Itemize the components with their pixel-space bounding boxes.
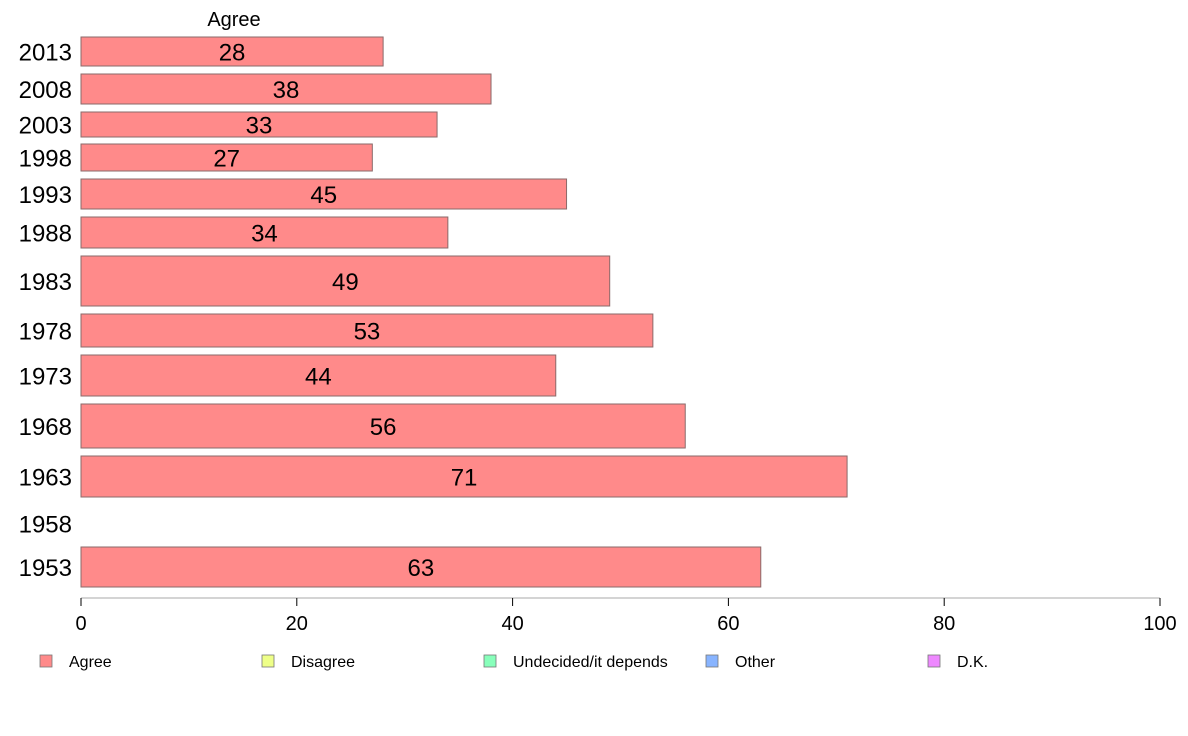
category-label-1978: 1978 [19, 319, 72, 346]
legend-swatch-4 [927, 654, 941, 668]
category-label-2008: 2008 [19, 77, 72, 104]
bar-agree-1973 [80, 354, 557, 397]
category-label-2003: 2003 [19, 113, 72, 140]
category-label-1963: 1963 [19, 465, 72, 492]
legend-swatch-2 [483, 654, 497, 668]
value-label-1983: 49 [332, 269, 359, 296]
x-tick-label-20: 20 [286, 613, 308, 635]
bar-agree-2008 [80, 73, 492, 105]
value-label-1963: 71 [451, 465, 478, 492]
bar-agree-1963 [80, 455, 848, 498]
value-label-1993: 45 [310, 182, 337, 209]
x-axis: 0 20 40 60 80 100 [75, 597, 1177, 635]
legend-swatch-3 [705, 654, 719, 668]
bar-agree-1983 [80, 255, 611, 307]
category-label-1968: 1968 [19, 414, 72, 441]
category-label-1988: 1988 [19, 221, 72, 248]
value-label-1953: 63 [408, 555, 435, 582]
legend-label-3: Other [735, 654, 776, 671]
category-label-1953: 1953 [19, 555, 72, 582]
legend-swatch-0 [39, 654, 53, 668]
bar-agree-1978 [80, 313, 654, 348]
x-tick-label-0: 0 [75, 613, 86, 635]
legend-label-1: Disagree [291, 654, 355, 671]
category-label-1983: 1983 [19, 269, 72, 296]
bar-agree-1968 [80, 403, 686, 449]
legend-label-4: D.K. [957, 654, 988, 671]
bars-group: 2013 28 2008 38 2003 33 1998 27 1993 45 1988 34 1983… [19, 36, 848, 588]
bar-agree-1998 [80, 143, 373, 172]
x-tick-label-80: 80 [933, 613, 955, 635]
category-label-1993: 1993 [19, 182, 72, 209]
bar-agree-2003 [80, 111, 438, 138]
category-label-2013: 2013 [19, 40, 72, 67]
legend-label-0: Agree [69, 654, 112, 671]
value-label-2003: 33 [246, 113, 273, 140]
value-label-1988: 34 [251, 221, 278, 248]
value-label-1978: 53 [354, 319, 381, 346]
category-label-1973: 1973 [19, 364, 72, 391]
x-tick-label-100: 100 [1143, 613, 1176, 635]
column-header-label: Agree [207, 9, 260, 31]
legend-swatch-1 [261, 654, 275, 668]
x-tick-label-60: 60 [717, 613, 739, 635]
category-label-1998: 1998 [19, 146, 72, 173]
legend: Agree Disagree Undecided/it depends Other D.… [39, 654, 988, 671]
value-label-1968: 56 [370, 414, 397, 441]
bar-agree-1993 [80, 178, 568, 210]
bar-agree-1953 [80, 546, 762, 588]
legend-label-2: Undecided/it depends [513, 654, 668, 671]
value-label-1973: 44 [305, 364, 332, 391]
value-label-2008: 38 [273, 77, 300, 104]
value-label-1998: 27 [213, 146, 240, 173]
x-tick-label-40: 40 [501, 613, 523, 635]
bar-agree-2013 [80, 36, 384, 67]
bar-agree-1988 [80, 216, 449, 249]
category-label-1958: 1958 [19, 512, 72, 539]
value-label-2013: 28 [219, 40, 246, 67]
